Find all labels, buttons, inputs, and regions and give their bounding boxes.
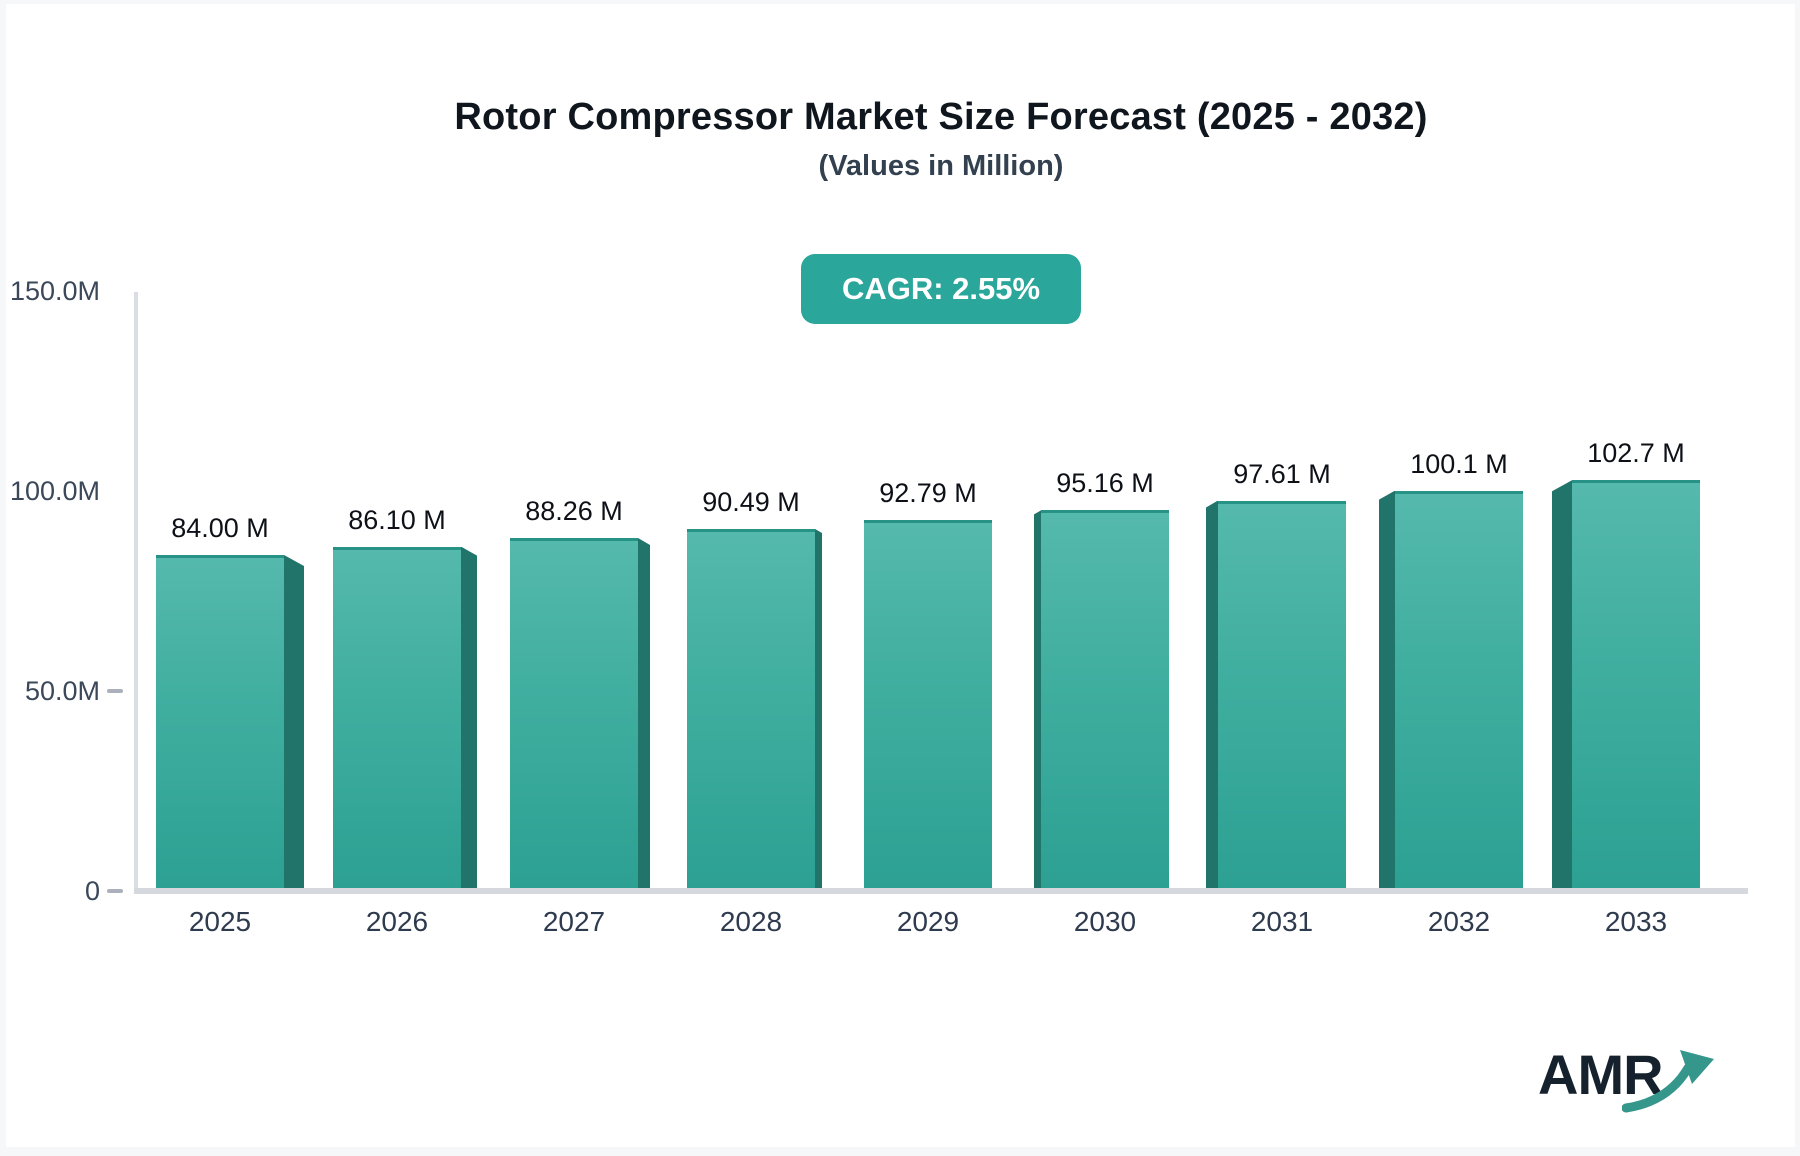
brand-logo: AMR <box>1538 1040 1718 1120</box>
bar-value-label: 84.00 M <box>171 513 269 543</box>
chart-card: Rotor Compressor Market Size Forecast (2… <box>6 4 1795 1147</box>
y-tick-dash <box>107 689 123 693</box>
bar-side-face <box>1206 500 1218 893</box>
bar-value-label: 95.16 M <box>1056 468 1154 499</box>
x-category-label: 2032 <box>1427 906 1491 937</box>
bar-side-face <box>1034 510 1041 893</box>
bar-2031[interactable] <box>1218 500 1346 893</box>
trending-up-arrow-icon <box>1621 1040 1718 1121</box>
bar-2029[interactable] <box>864 519 992 893</box>
bar-value-label: 102.7 M <box>1587 438 1685 469</box>
bar-2030[interactable] <box>1041 510 1169 893</box>
bar-value-label: 92.79 M <box>879 477 977 508</box>
x-category-label: 2031 <box>1250 906 1314 937</box>
bar-2027[interactable] <box>510 537 638 893</box>
x-category-label: 2033 <box>1604 906 1668 937</box>
x-category-label: 2025 <box>188 906 252 937</box>
chart-title: Rotor Compressor Market Size Forecast (2… <box>454 96 1428 138</box>
chart-subtitle: (Values in Million) <box>818 150 1064 182</box>
bar-2028[interactable] <box>687 529 815 893</box>
logo-text: AMR <box>1538 1043 1664 1106</box>
bar-2032[interactable] <box>1395 490 1523 893</box>
bar-2033[interactable] <box>1572 480 1700 893</box>
x-category-label: 2028 <box>719 906 783 937</box>
x-category-label: 2029 <box>896 906 960 937</box>
x-axis-line <box>134 888 1748 894</box>
bar-side-face <box>461 546 477 893</box>
x-category-label: 2027 <box>542 906 606 937</box>
bar-value-label: 88.26 M <box>525 495 623 526</box>
y-tick-label: 100.0M <box>9 476 100 506</box>
bar-value-label: 100.1 M <box>1410 448 1508 479</box>
y-tick-label: 0 <box>84 876 100 906</box>
bar-2025[interactable] <box>156 555 284 893</box>
cagr-badge: CAGR: 2.55% <box>801 254 1081 324</box>
bar-value-label: 90.49 M <box>702 487 800 518</box>
y-tick-dash <box>107 889 123 893</box>
bar-side-face <box>1552 480 1572 893</box>
y-axis-line <box>134 292 138 894</box>
y-tick-label: 150.0M <box>9 276 100 306</box>
bar-side-face <box>284 555 304 893</box>
bar-side-face <box>1379 490 1395 893</box>
bar-2026[interactable] <box>333 546 461 893</box>
x-category-label: 2030 <box>1073 906 1137 937</box>
bar-value-label: 97.61 M <box>1233 458 1331 489</box>
bar-value-label: 86.10 M <box>348 504 446 535</box>
bar-side-face <box>638 537 650 893</box>
y-tick-label: 50.0M <box>24 676 100 706</box>
x-category-label: 2026 <box>365 906 429 937</box>
bar-side-face <box>815 529 822 893</box>
